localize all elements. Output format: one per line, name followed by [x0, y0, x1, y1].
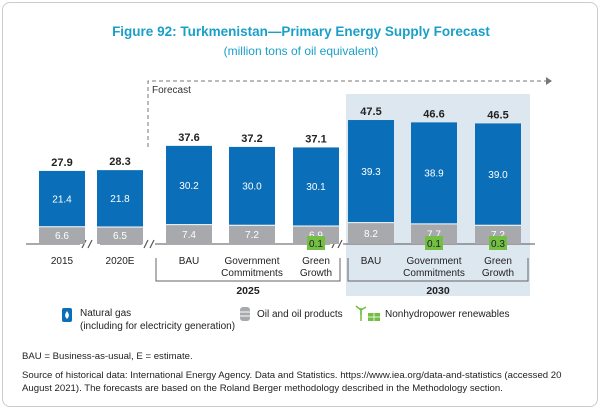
- value-label-gas: 38.9: [424, 169, 444, 180]
- total-label: 46.6: [423, 108, 444, 120]
- value-label-oil: 7.2: [491, 230, 505, 241]
- category-label: BAU: [179, 256, 200, 267]
- value-label-gas: 30.2: [179, 181, 199, 192]
- figure-subtitle: (million tons of oil equivalent): [223, 44, 379, 58]
- bar-gas: [411, 122, 457, 224]
- category-label: 2020E: [106, 256, 135, 267]
- category-label: Government: [224, 256, 279, 267]
- bar-oil: [293, 225, 339, 244]
- bar-gas: [475, 123, 521, 226]
- axis-break-mark: [87, 239, 93, 249]
- axis-break-mark: [337, 239, 343, 249]
- renewables-icon: [355, 305, 380, 321]
- value-label-gas: 21.4: [52, 194, 72, 205]
- bar-renew-label-bg: [425, 236, 443, 250]
- value-label-oil: 6.5: [113, 231, 127, 242]
- legend-gas: Natural gas (including for electricity g…: [80, 307, 235, 333]
- bar-oil: [97, 227, 143, 244]
- total-label: 28.3: [109, 156, 130, 168]
- bar-oil: [166, 224, 212, 244]
- total-label: 27.9: [51, 157, 72, 169]
- forecast-arrow-head: [546, 77, 552, 85]
- total-label: 47.5: [360, 106, 381, 118]
- legend-gas-line2: (including for electricity generation): [80, 321, 236, 332]
- abbreviation-note: BAU = Business-as-usual, E = estimate.: [22, 351, 193, 362]
- value-label-renew: 0.1: [309, 239, 323, 250]
- group-2030-label: 2030: [426, 285, 450, 297]
- axis-break-mark: [143, 239, 149, 249]
- value-label-gas: 30.1: [306, 182, 326, 193]
- gas-flame-icon: [62, 308, 72, 322]
- total-label: 37.1: [305, 133, 326, 145]
- bar-renew-label-bg: [489, 236, 507, 250]
- value-label-renew: 0.1: [427, 239, 441, 250]
- category-label: Growth: [300, 268, 332, 279]
- value-label-oil: 7.7: [427, 229, 441, 240]
- forecast-label: Forecast: [152, 85, 191, 96]
- value-label-gas: 39.0: [488, 170, 508, 181]
- value-label-oil: 6.9: [309, 230, 323, 241]
- bar-oil: [411, 223, 457, 244]
- value-label-gas: 30.0: [242, 182, 262, 193]
- category-label: Green: [484, 256, 512, 267]
- category-label: Commitments: [221, 268, 283, 279]
- bar-gas: [229, 146, 275, 226]
- legend-renew: Nonhydropower renewables: [385, 309, 510, 320]
- legend-oil: Oil and oil products: [257, 309, 343, 320]
- category-label: Green: [302, 256, 330, 267]
- bar-renew-label-bg: [307, 236, 325, 250]
- group-2025-label: 2025: [236, 285, 260, 297]
- bar-gas: [293, 147, 339, 226]
- source-note: Source of historical data: International…: [22, 370, 562, 394]
- bar-gas: [97, 170, 143, 228]
- bar-gas: [348, 120, 394, 223]
- value-label-oil: 8.2: [364, 229, 378, 240]
- value-label-oil: 7.4: [182, 230, 196, 241]
- group-2025-bracket: [155, 258, 341, 282]
- category-label: 2015: [51, 256, 74, 267]
- value-label-renew: 0.3: [491, 239, 505, 250]
- group-2030-bracket: [347, 258, 529, 282]
- axis-break-mark: [149, 239, 155, 249]
- category-label: Growth: [482, 268, 514, 279]
- total-label: 37.2: [241, 133, 262, 145]
- value-label-oil: 6.6: [55, 231, 69, 242]
- value-label-gas: 39.3: [361, 167, 381, 178]
- bar-oil: [475, 225, 521, 244]
- value-label-gas: 21.8: [110, 194, 130, 205]
- bar-gas: [166, 145, 212, 225]
- forecast-arrow-line: [147, 80, 546, 147]
- total-label: 37.6: [178, 132, 199, 144]
- total-label: 46.5: [487, 109, 508, 121]
- bar-oil: [39, 226, 85, 244]
- category-label: Commitments: [403, 268, 465, 279]
- bar-gas: [39, 170, 85, 227]
- legend-gas-line1: Natural gas: [80, 308, 132, 319]
- oil-barrel-icon: [240, 307, 250, 321]
- value-label-oil: 7.2: [245, 230, 259, 241]
- figure-title: Figure 92: Turkmenistan—Primary Energy S…: [112, 24, 490, 39]
- bar-oil: [229, 225, 275, 244]
- category-label: BAU: [361, 256, 382, 267]
- category-label: Government: [406, 256, 461, 267]
- bar-oil: [348, 222, 394, 244]
